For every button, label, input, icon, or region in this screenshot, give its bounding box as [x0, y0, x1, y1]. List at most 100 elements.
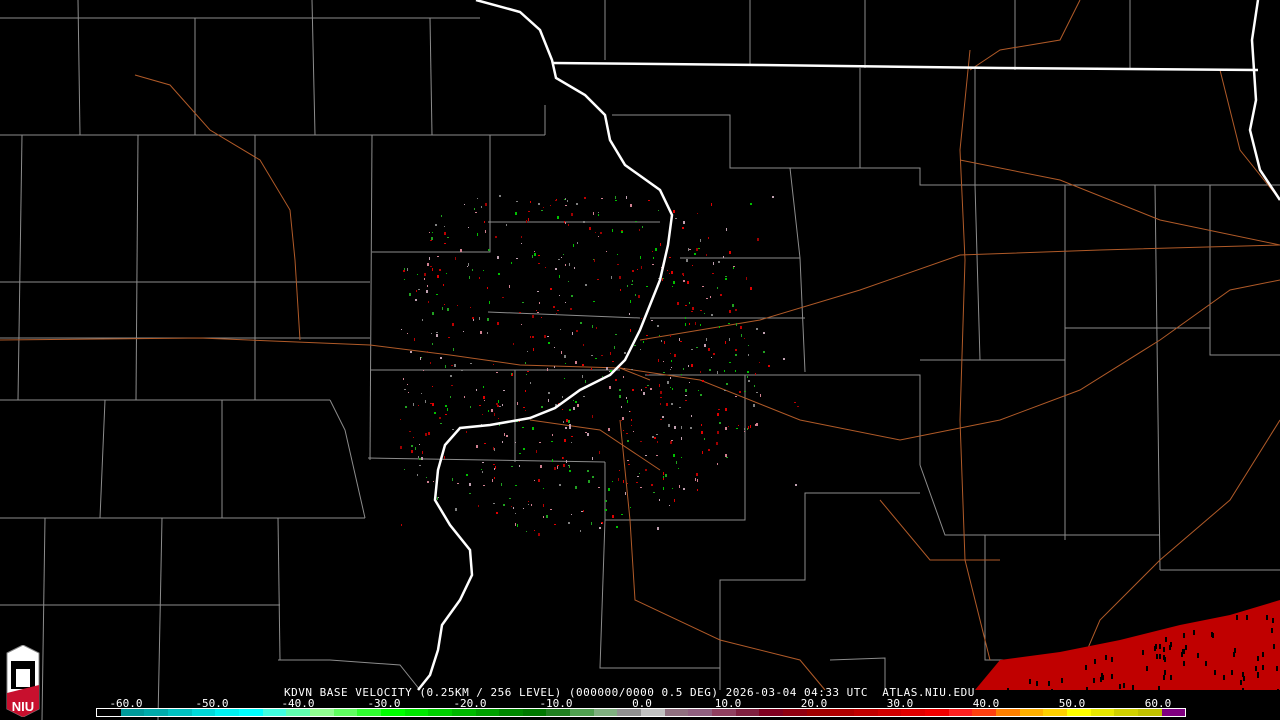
velocity-pixel — [606, 367, 608, 370]
velocity-pixel — [711, 203, 712, 206]
velocity-pixel — [719, 422, 721, 424]
legend-swatch — [238, 709, 263, 716]
county-line — [329, 399, 366, 519]
velocity-pixel — [571, 514, 572, 515]
velocity-pixel — [747, 428, 748, 430]
velocity-pixel — [447, 408, 448, 411]
precip-gap — [1105, 655, 1107, 660]
velocity-pixel — [479, 317, 480, 320]
velocity-pixel — [672, 286, 673, 287]
velocity-pixel — [484, 400, 485, 401]
velocity-pixel — [472, 269, 473, 271]
velocity-pixel — [538, 255, 540, 256]
velocity-pixel — [728, 323, 730, 324]
velocity-pixel — [414, 338, 415, 341]
velocity-pixel — [483, 270, 484, 271]
velocity-pixel — [432, 386, 433, 387]
legend-swatch — [262, 709, 287, 716]
velocity-pixel — [577, 404, 579, 407]
velocity-pixel — [447, 308, 449, 311]
velocity-pixel — [640, 349, 641, 350]
velocity-pixel — [565, 198, 566, 200]
velocity-pixel — [592, 476, 594, 478]
velocity-pixel — [560, 329, 561, 330]
velocity-pixel — [564, 355, 566, 358]
precip-gap — [1242, 672, 1244, 677]
velocity-color-bar — [96, 708, 1186, 717]
county-line — [277, 517, 281, 661]
velocity-pixel — [669, 505, 670, 506]
county-line — [311, 0, 316, 136]
velocity-pixel — [538, 263, 540, 264]
velocity-pixel — [735, 349, 737, 351]
county-line — [367, 457, 606, 463]
velocity-pixel — [509, 285, 510, 288]
legend-swatch — [830, 709, 854, 716]
velocity-pixel — [445, 414, 447, 415]
velocity-pixel — [432, 312, 434, 315]
wisconsin-border — [551, 61, 1259, 72]
velocity-pixel — [580, 322, 582, 324]
velocity-pixel — [612, 515, 614, 518]
velocity-pixel — [632, 389, 634, 391]
legend-swatch — [995, 709, 1020, 716]
legend-tick: -50.0 — [195, 697, 229, 710]
velocity-pixel — [452, 323, 454, 326]
velocity-pixel — [532, 315, 534, 318]
velocity-pixel — [444, 304, 445, 305]
velocity-pixel — [623, 376, 624, 378]
velocity-pixel — [583, 221, 585, 223]
highway — [879, 499, 1000, 561]
velocity-pixel — [663, 472, 664, 475]
velocity-pixel — [566, 419, 568, 422]
velocity-pixel — [502, 441, 503, 443]
velocity-pixel — [571, 442, 572, 443]
velocity-pixel — [651, 320, 653, 321]
velocity-pixel — [694, 253, 696, 255]
county-line — [612, 114, 1280, 186]
velocity-pixel — [729, 310, 731, 313]
velocity-pixel — [645, 455, 647, 456]
velocity-pixel — [592, 415, 593, 418]
velocity-pixel — [575, 486, 577, 489]
velocity-pixel — [533, 348, 534, 351]
legend-swatch — [735, 709, 760, 716]
velocity-pixel — [627, 460, 629, 461]
velocity-pixel — [540, 465, 542, 468]
precip-gap — [1123, 683, 1125, 688]
velocity-pixel — [403, 378, 404, 380]
velocity-pixel — [657, 527, 659, 530]
velocity-pixel — [502, 404, 503, 406]
velocity-pixel — [748, 426, 749, 429]
legend-swatch — [759, 709, 784, 716]
velocity-pixel — [503, 390, 505, 391]
precip-gap — [1164, 657, 1166, 662]
velocity-pixel — [511, 466, 513, 467]
velocity-pixel — [702, 380, 704, 382]
velocity-pixel — [667, 270, 668, 271]
velocity-pixel — [645, 469, 647, 471]
precip-gap — [1266, 615, 1268, 620]
velocity-pixel — [493, 503, 495, 504]
velocity-pixel — [631, 425, 632, 426]
velocity-pixel — [601, 523, 602, 524]
velocity-pixel — [725, 276, 727, 277]
velocity-pixel — [409, 431, 411, 432]
velocity-pixel — [565, 427, 567, 429]
velocity-pixel — [565, 205, 567, 206]
velocity-pixel — [689, 249, 691, 250]
velocity-pixel — [602, 376, 603, 377]
velocity-pixel — [451, 385, 453, 386]
velocity-pixel — [556, 313, 557, 314]
precip-gap — [1164, 670, 1166, 675]
velocity-pixel — [626, 196, 627, 199]
velocity-pixel — [519, 465, 520, 467]
velocity-pixel — [430, 362, 431, 364]
velocity-pixel — [548, 399, 549, 402]
highway — [969, 0, 1081, 71]
velocity-pixel — [724, 370, 725, 372]
velocity-pixel — [688, 365, 689, 367]
